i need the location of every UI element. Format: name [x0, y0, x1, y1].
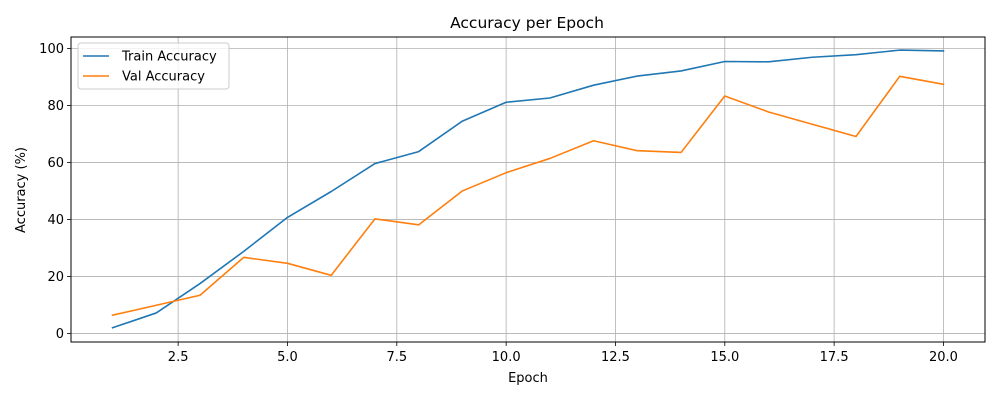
x-tick-label: 17.5: [820, 350, 849, 365]
y-tick-label: 20: [47, 270, 64, 285]
x-tick-label: 5.0: [277, 350, 298, 365]
series-line-train-accuracy: [111, 49, 945, 329]
series-lines: [111, 49, 945, 329]
series-line-val-accuracy: [111, 75, 945, 317]
legend: Train Accuracy Val Accuracy: [77, 42, 230, 90]
y-axis-title: Accuracy (%): [14, 147, 29, 233]
x-tick-label: 2.5: [168, 350, 189, 365]
y-tick-label: 60: [47, 156, 64, 171]
y-tick-label: 80: [47, 99, 64, 114]
y-tick-label: 0: [56, 327, 64, 342]
x-tick-label: 20.0: [929, 350, 958, 365]
y-tick-label: 40: [47, 213, 64, 228]
legend-label: Val Accuracy: [122, 70, 205, 85]
y-axis-ticks: 0 20 40 60 80 100: [39, 42, 71, 342]
plot-frame: [70, 36, 986, 343]
x-axis-ticks: 2.5 5.0 7.5 10.0 12.5 15.0 17.5 20.0: [168, 342, 958, 365]
x-tick-label: 15.0: [710, 350, 739, 365]
legend-box: [77, 42, 230, 90]
x-axis-title: Epoch: [508, 371, 548, 386]
y-tick-label: 100: [39, 42, 64, 57]
x-tick-label: 10.0: [492, 350, 521, 365]
x-tick-label: 12.5: [601, 350, 630, 365]
legend-label: Train Accuracy: [121, 50, 217, 65]
chart-title: Accuracy per Epoch: [450, 14, 604, 32]
x-tick-label: 7.5: [386, 350, 407, 365]
